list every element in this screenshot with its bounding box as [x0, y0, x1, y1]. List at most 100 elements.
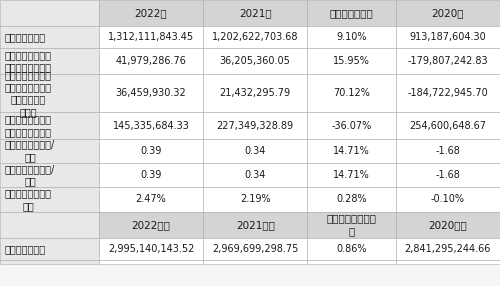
Text: 21,432,295.79: 21,432,295.79 [220, 88, 291, 98]
Text: 2021年末: 2021年末 [236, 220, 275, 230]
Text: 15.95%: 15.95% [333, 56, 370, 66]
Text: 14.71%: 14.71% [333, 146, 370, 156]
Bar [308, 187, 396, 212]
Bar [396, 212, 500, 238]
Bar [203, 112, 308, 139]
Bar [308, 139, 396, 163]
Text: 70.12%: 70.12% [333, 88, 370, 98]
Text: 913,187,604.30: 913,187,604.30 [410, 32, 486, 42]
Bar [308, 26, 396, 48]
Bar [0, 260, 99, 264]
Text: 基本每股收益（元/
股）: 基本每股收益（元/ 股） [5, 140, 55, 162]
Bar [396, 187, 500, 212]
Text: 本年末比上年末增
减: 本年末比上年末增 减 [326, 214, 376, 236]
Bar [308, 212, 396, 238]
Bar [308, 0, 396, 26]
Bar [396, 238, 500, 260]
Text: 0.86%: 0.86% [336, 244, 367, 254]
Bar [0, 0, 99, 26]
Bar [203, 163, 308, 187]
Text: 9.10%: 9.10% [336, 32, 367, 42]
Bar [396, 112, 500, 139]
Bar [203, 187, 308, 212]
Bar [99, 163, 203, 187]
Bar [203, 238, 308, 260]
Text: 2020年末: 2020年末 [428, 220, 468, 230]
Bar [0, 163, 99, 187]
Text: 2022年末: 2022年末 [132, 220, 170, 230]
Text: 0.34: 0.34 [244, 170, 266, 180]
Text: 41,979,286.76: 41,979,286.76 [116, 56, 186, 66]
Bar [99, 238, 203, 260]
Bar [308, 163, 396, 187]
Bar [99, 48, 203, 74]
Bar [99, 212, 203, 238]
Text: 2022年: 2022年 [134, 8, 168, 18]
Text: 2,995,140,143.52: 2,995,140,143.52 [108, 244, 194, 254]
Text: 14.71%: 14.71% [333, 170, 370, 180]
Text: 254,600,648.67: 254,600,648.67 [410, 121, 486, 130]
Bar [308, 48, 396, 74]
Bar [203, 0, 308, 26]
Text: 2020年: 2020年 [432, 8, 464, 18]
Bar [203, 48, 308, 74]
Bar [396, 74, 500, 112]
Text: 36,459,930.32: 36,459,930.32 [116, 88, 186, 98]
Text: -36.07%: -36.07% [332, 121, 372, 130]
Bar [396, 260, 500, 264]
Bar [396, 0, 500, 26]
Text: 1,202,622,703.68: 1,202,622,703.68 [212, 32, 298, 42]
Bar [203, 212, 308, 238]
Text: 0.39: 0.39 [140, 170, 162, 180]
Text: 0.34: 0.34 [244, 146, 266, 156]
Bar [99, 260, 203, 264]
Bar [99, 187, 203, 212]
Bar [308, 238, 396, 260]
Bar [203, 26, 308, 48]
Bar [308, 74, 396, 112]
Bar [0, 187, 99, 212]
Text: 稀释每股收益（元/
股）: 稀释每股收益（元/ 股） [5, 164, 55, 186]
Text: 归属于上市公司股
东的扣除非经常性
损益的净利润
（元）: 归属于上市公司股 东的扣除非经常性 损益的净利润 （元） [5, 70, 52, 117]
Bar [99, 26, 203, 48]
Text: 227,349,328.89: 227,349,328.89 [216, 121, 294, 130]
Text: 1,312,111,843.45: 1,312,111,843.45 [108, 32, 194, 42]
Text: 营业收入（元）: 营业收入（元） [5, 32, 46, 42]
Text: 加权平均净资产收
益率: 加权平均净资产收 益率 [5, 188, 52, 211]
Bar [396, 26, 500, 48]
Text: 本年比上年增减: 本年比上年增减 [330, 8, 374, 18]
Bar [203, 260, 308, 264]
Text: -184,722,945.70: -184,722,945.70 [408, 88, 488, 98]
Bar [0, 212, 99, 238]
Text: 资产总额（元）: 资产总额（元） [5, 244, 46, 254]
Bar [308, 260, 396, 264]
Bar [99, 112, 203, 139]
Bar [396, 139, 500, 163]
Text: 0.39: 0.39 [140, 146, 162, 156]
Bar [396, 48, 500, 74]
Bar [99, 74, 203, 112]
Bar [203, 139, 308, 163]
Bar [0, 26, 99, 48]
Bar [308, 112, 396, 139]
Text: 2.47%: 2.47% [136, 194, 166, 204]
Text: 归属于上市公司股
东的净利润（元）: 归属于上市公司股 东的净利润（元） [5, 50, 52, 72]
Bar [0, 139, 99, 163]
Text: 0.28%: 0.28% [336, 194, 367, 204]
Text: -1.68: -1.68 [436, 170, 460, 180]
Text: 2,969,699,298.75: 2,969,699,298.75 [212, 244, 298, 254]
Text: 36,205,360.05: 36,205,360.05 [220, 56, 290, 66]
Bar [0, 238, 99, 260]
Bar [0, 74, 99, 112]
Text: 2,841,295,244.66: 2,841,295,244.66 [404, 244, 491, 254]
Bar [99, 139, 203, 163]
Text: -179,807,242.83: -179,807,242.83 [408, 56, 488, 66]
Text: -1.68: -1.68 [436, 146, 460, 156]
Bar [0, 48, 99, 74]
Bar [203, 74, 308, 112]
Text: -0.10%: -0.10% [431, 194, 465, 204]
Text: 2.19%: 2.19% [240, 194, 270, 204]
Bar [396, 163, 500, 187]
Text: 经营活动产生的现
金流量净额（元）: 经营活动产生的现 金流量净额（元） [5, 114, 52, 137]
Text: 2021年: 2021年 [239, 8, 272, 18]
